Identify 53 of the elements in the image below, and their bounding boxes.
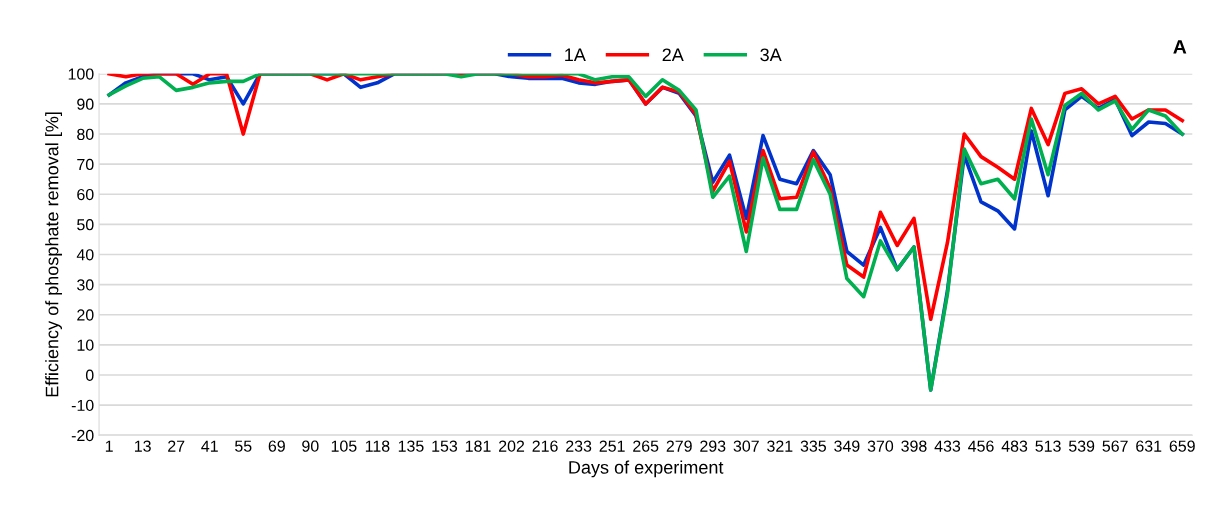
x-tick-label: 349 bbox=[834, 440, 860, 452]
y-tick-label: 20 bbox=[77, 309, 94, 321]
legend-label: 3A bbox=[760, 48, 782, 62]
x-tick-label: 105 bbox=[331, 440, 357, 452]
x-tick-label: 370 bbox=[867, 440, 894, 452]
x-axis-title: Days of experiment bbox=[569, 460, 724, 478]
x-tick-label: 118 bbox=[365, 440, 390, 452]
line-series bbox=[107, 73, 1185, 392]
x-tick-label: 567 bbox=[1102, 440, 1128, 452]
x-tick-label: 135 bbox=[398, 440, 424, 452]
y-tick-label: 100 bbox=[68, 68, 94, 80]
x-tick-label: 456 bbox=[968, 440, 994, 452]
x-tick-label: 659 bbox=[1169, 440, 1195, 452]
x-tick-label: 55 bbox=[235, 440, 252, 452]
y-tick-label: 0 bbox=[85, 369, 94, 381]
x-tick-label: 539 bbox=[1068, 440, 1095, 452]
x-tick-label: 335 bbox=[800, 440, 827, 452]
y-tick-label: -20 bbox=[71, 429, 94, 442]
y-axis-title: Efficiency of phosphate removal [%] bbox=[45, 112, 62, 397]
x-tick-label: 293 bbox=[700, 440, 726, 452]
y-tick-label: 10 bbox=[77, 339, 94, 351]
x-tick-label: 202 bbox=[499, 440, 525, 452]
y-tick-label: 70 bbox=[77, 158, 94, 171]
x-tick-label: 13 bbox=[134, 440, 151, 452]
y-tick-label: 60 bbox=[77, 188, 94, 201]
x-tick-label: 265 bbox=[633, 440, 659, 452]
y-tick-label: 80 bbox=[77, 128, 94, 140]
x-tick-label: 321 bbox=[767, 440, 793, 452]
x-tick-label: 1 bbox=[105, 440, 113, 452]
x-tick-label: 279 bbox=[666, 440, 692, 452]
x-tick-label: 69 bbox=[268, 440, 285, 452]
x-tick-label: 233 bbox=[566, 440, 592, 452]
x-tick-label: 90 bbox=[302, 440, 319, 452]
y-tick-label: 50 bbox=[77, 219, 94, 231]
y-tick-label: 90 bbox=[77, 98, 94, 110]
y-tick-label: 40 bbox=[76, 249, 94, 261]
legend-label: 1A bbox=[565, 48, 586, 62]
y-tick-label: 30 bbox=[77, 279, 94, 291]
x-tick-label: 398 bbox=[901, 440, 927, 452]
x-tick-label: 433 bbox=[934, 440, 961, 452]
y-tick-label: -10 bbox=[71, 399, 94, 412]
x-tick-label: 513 bbox=[1035, 440, 1061, 452]
text: A bbox=[1173, 40, 1187, 54]
x-tick-label: 483 bbox=[1001, 440, 1028, 452]
x-tick-label: 251 bbox=[599, 440, 625, 452]
x-tick-label: 631 bbox=[1136, 440, 1162, 452]
x-tick-label: 27 bbox=[168, 440, 185, 452]
x-tick-label: 307 bbox=[733, 440, 759, 452]
x-tick-label: 216 bbox=[532, 440, 558, 452]
x-tick-label: 153 bbox=[432, 440, 458, 452]
x-tick-label: 181 bbox=[465, 440, 491, 452]
x-tick-label: 41 bbox=[201, 440, 218, 452]
legend-label: 2A bbox=[662, 48, 684, 62]
